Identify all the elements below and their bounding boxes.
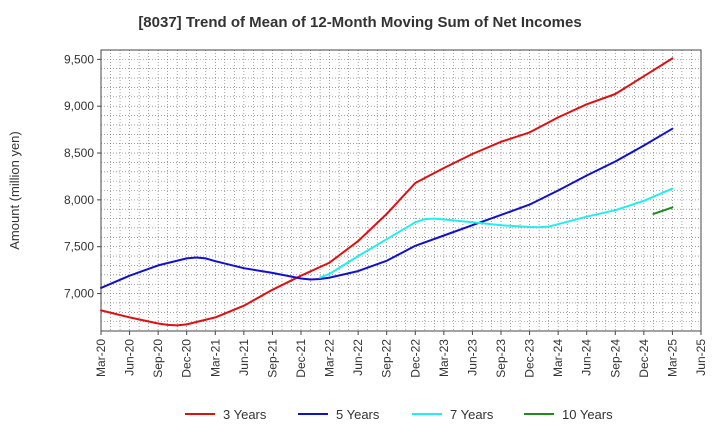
- y-tick-label: 8,500: [64, 146, 94, 160]
- series-line: [652, 206, 674, 215]
- x-tick-label: Sep-24: [608, 339, 622, 378]
- x-tick-label: Mar-20: [94, 339, 108, 377]
- x-tick-label: Dec-23: [523, 339, 537, 378]
- y-tick-label: 9,000: [64, 99, 94, 113]
- x-tick-label: Mar-24: [551, 339, 565, 377]
- x-tick-label: Dec-20: [180, 339, 194, 378]
- x-tick-label: Jun-20: [123, 339, 137, 376]
- legend-label: 10 Years: [562, 407, 613, 422]
- x-tick-label: Sep-22: [380, 339, 394, 378]
- x-tick-label: Mar-21: [208, 339, 222, 377]
- x-tick-label: Dec-22: [408, 339, 422, 378]
- x-tick-label: Jun-24: [580, 339, 594, 376]
- x-tick-label: Jun-25: [694, 339, 708, 376]
- series-line: [100, 57, 674, 327]
- legend-label: 5 Years: [336, 407, 380, 422]
- plot-border: [100, 49, 702, 332]
- y-axis-title: Amount (million yen): [7, 131, 22, 250]
- x-tick-label: Sep-23: [494, 339, 508, 378]
- legend-label: 3 Years: [223, 407, 267, 422]
- x-tick-label: Jun-23: [465, 339, 479, 376]
- y-tick-label: 8,000: [64, 193, 94, 207]
- x-tick-label: Dec-21: [294, 339, 308, 378]
- series-line: [319, 187, 674, 279]
- x-tick-label: Mar-22: [323, 339, 337, 377]
- legend-label: 7 Years: [450, 407, 494, 422]
- x-tick-label: Sep-21: [265, 339, 279, 378]
- x-tick-label: Jun-21: [237, 339, 251, 376]
- y-tick-label: 7,000: [64, 287, 94, 301]
- y-tick-label: 9,500: [64, 52, 94, 66]
- y-tick-label: 7,500: [64, 240, 94, 254]
- x-tick-label: Mar-25: [665, 339, 679, 377]
- x-tick-label: Dec-24: [637, 339, 651, 378]
- chart-title: [8037] Trend of Mean of 12-Month Moving …: [138, 14, 582, 31]
- x-tick-label: Sep-20: [151, 339, 165, 378]
- x-tick-label: Jun-22: [351, 339, 365, 376]
- x-tick-label: Mar-23: [437, 339, 451, 377]
- series-line: [100, 127, 674, 289]
